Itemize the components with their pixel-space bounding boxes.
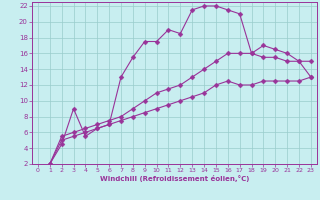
X-axis label: Windchill (Refroidissement éolien,°C): Windchill (Refroidissement éolien,°C) — [100, 175, 249, 182]
